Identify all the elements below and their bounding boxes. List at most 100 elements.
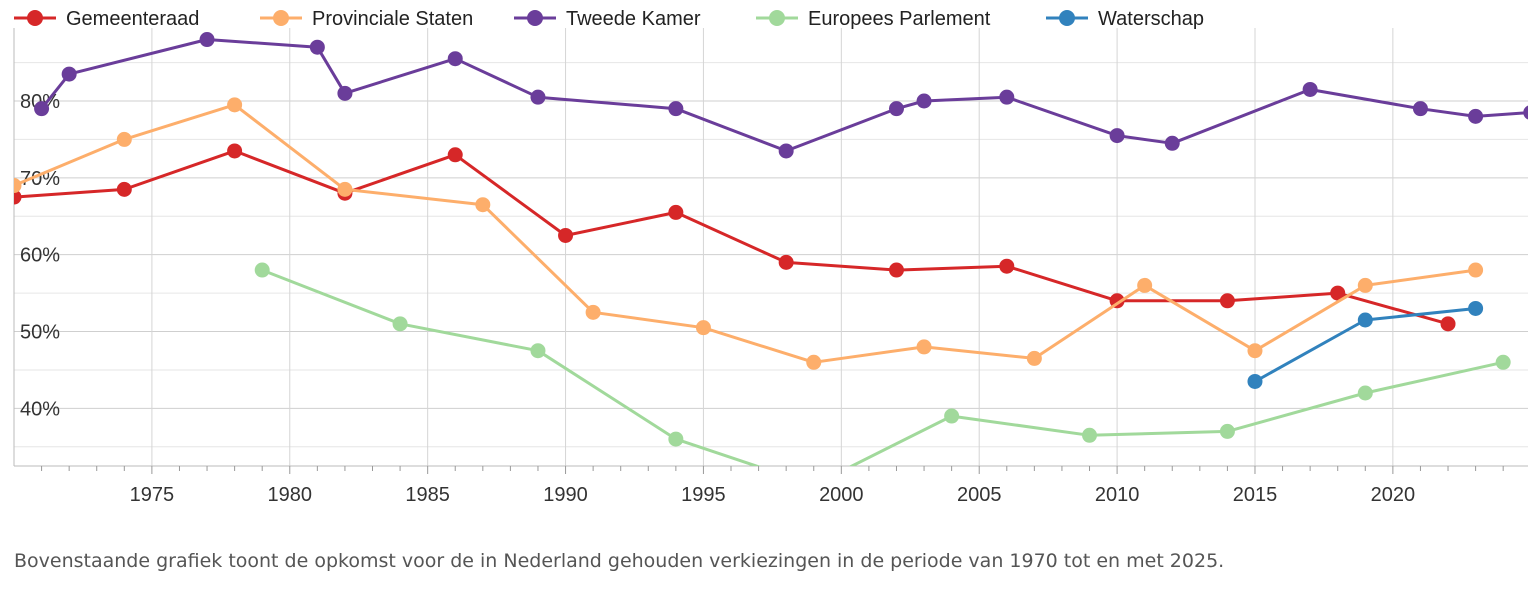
- legend-label: Provinciale Staten: [312, 8, 473, 30]
- legend: Gemeenteraad Provinciale Staten Tweede Kam…: [14, 8, 1204, 30]
- legend-label: Waterschap: [1098, 8, 1204, 30]
- series-tweede-kamer: [34, 32, 1528, 159]
- data-point-provinciale-staten: [916, 339, 932, 355]
- legend-item-waterschap: Waterschap: [1046, 8, 1204, 30]
- data-point-provinciale-staten: [806, 354, 822, 370]
- data-point-provinciale-staten: [14, 178, 22, 194]
- legend-marker: [27, 10, 43, 26]
- data-point-europees-parlement: [668, 431, 684, 447]
- data-point-gemeenteraad: [778, 254, 794, 270]
- legend-marker: [1059, 10, 1075, 26]
- series-line-europees-parlement: [261, 268, 1504, 466]
- data-point-europees-parlement: [944, 408, 960, 424]
- data-point-tweede-kamer: [1164, 135, 1180, 151]
- y-tick-label: 50%: [20, 322, 60, 344]
- data-point-gemeenteraad: [999, 258, 1015, 274]
- data-point-gemeenteraad: [668, 204, 684, 220]
- series-waterschap: [1247, 300, 1484, 389]
- y-tick-label: 40%: [20, 398, 60, 420]
- data-point-tweede-kamer: [1109, 128, 1125, 144]
- data-point-provinciale-staten: [475, 197, 491, 213]
- data-point-tweede-kamer: [668, 101, 684, 117]
- data-point-tweede-kamer: [1468, 108, 1484, 124]
- turnout-chart: 40%50%60%70%80%1975198019851990199520002…: [13, 8, 1528, 506]
- x-tick-label: 2020: [1371, 484, 1416, 506]
- legend-item-provinciale-staten: Provinciale Staten: [260, 8, 473, 30]
- data-point-tweede-kamer: [530, 89, 546, 105]
- series-gemeenteraad: [14, 143, 1456, 332]
- x-tick-label: 1990: [543, 484, 588, 506]
- data-point-tweede-kamer: [888, 101, 904, 117]
- data-point-gemeenteraad: [888, 262, 904, 278]
- data-point-provinciale-staten: [1468, 262, 1484, 278]
- data-point-tweede-kamer: [309, 39, 325, 55]
- legend-marker: [273, 10, 289, 26]
- data-point-gemeenteraad: [1440, 316, 1456, 332]
- chart-caption: Bovenstaande grafiek toont de opkomst vo…: [14, 550, 1225, 572]
- data-point-provinciale-staten: [1026, 350, 1042, 366]
- series-provinciale-staten: [14, 97, 1484, 370]
- data-point-provinciale-staten: [227, 97, 243, 113]
- x-tick-label: 2015: [1233, 484, 1278, 506]
- data-point-gemeenteraad: [447, 147, 463, 163]
- data-point-provinciale-staten: [585, 304, 601, 320]
- data-point-gemeenteraad: [14, 189, 22, 205]
- legend-item-europees-parlement: Europees Parlement: [756, 8, 991, 30]
- data-point-tweede-kamer: [34, 101, 50, 117]
- data-point-tweede-kamer: [1412, 101, 1428, 117]
- legend-marker: [527, 10, 543, 26]
- x-tick-label: 2000: [819, 484, 864, 506]
- data-point-gemeenteraad: [227, 143, 243, 159]
- x-tick-label: 2005: [957, 484, 1002, 506]
- data-point-gemeenteraad: [1219, 293, 1235, 309]
- x-tick-label: 1980: [268, 484, 313, 506]
- data-point-gemeenteraad: [116, 181, 132, 197]
- data-point-europees-parlement: [1219, 423, 1235, 439]
- data-point-tweede-kamer: [61, 66, 77, 82]
- series-clip-group: [14, 32, 1528, 466]
- data-point-europees-parlement: [530, 343, 546, 359]
- data-series: [14, 32, 1528, 466]
- data-point-provinciale-staten: [116, 131, 132, 147]
- data-point-tweede-kamer: [999, 89, 1015, 105]
- data-point-tweede-kamer: [199, 32, 215, 48]
- data-point-tweede-kamer: [1302, 81, 1318, 97]
- series-line-tweede-kamer: [40, 38, 1528, 153]
- data-point-europees-parlement: [392, 316, 408, 332]
- y-tick-label: 60%: [20, 245, 60, 267]
- data-point-europees-parlement: [254, 262, 270, 278]
- legend-label: Tweede Kamer: [566, 8, 701, 30]
- data-point-provinciale-staten: [695, 320, 711, 336]
- data-point-tweede-kamer: [337, 85, 353, 101]
- y-tick-label: 70%: [20, 168, 60, 190]
- legend-item-tweede-kamer: Tweede Kamer: [514, 8, 701, 30]
- data-point-provinciale-staten: [337, 181, 353, 197]
- data-point-tweede-kamer: [916, 93, 932, 109]
- data-point-tweede-kamer: [447, 51, 463, 67]
- data-point-europees-parlement: [1495, 354, 1511, 370]
- x-tick-label: 1985: [405, 484, 450, 506]
- legend-label: Gemeenteraad: [66, 8, 199, 30]
- data-point-provinciale-staten: [1247, 343, 1263, 359]
- legend-item-gemeenteraad: Gemeenteraad: [14, 8, 199, 30]
- data-point-provinciale-staten: [1357, 277, 1373, 293]
- data-point-europees-parlement: [1082, 427, 1098, 443]
- data-point-gemeenteraad: [558, 227, 574, 243]
- x-tick-label: 1995: [681, 484, 726, 506]
- data-point-provinciale-staten: [1137, 277, 1153, 293]
- data-point-waterschap: [1468, 300, 1484, 316]
- series-europees-parlement: [254, 262, 1511, 466]
- data-point-tweede-kamer: [1523, 105, 1528, 120]
- series-line-gemeenteraad: [14, 149, 1449, 326]
- data-point-europees-parlement: [1357, 385, 1373, 401]
- x-tick-label: 1975: [130, 484, 175, 506]
- x-tick-label: 2010: [1095, 484, 1140, 506]
- data-point-waterschap: [1357, 312, 1373, 328]
- data-point-waterschap: [1247, 373, 1263, 389]
- series-line-provinciale-staten: [14, 103, 1476, 364]
- data-point-gemeenteraad: [1330, 285, 1346, 301]
- data-point-tweede-kamer: [778, 143, 794, 159]
- grid-lines: [13, 28, 1528, 474]
- legend-marker: [769, 10, 785, 26]
- legend-label: Europees Parlement: [808, 8, 991, 30]
